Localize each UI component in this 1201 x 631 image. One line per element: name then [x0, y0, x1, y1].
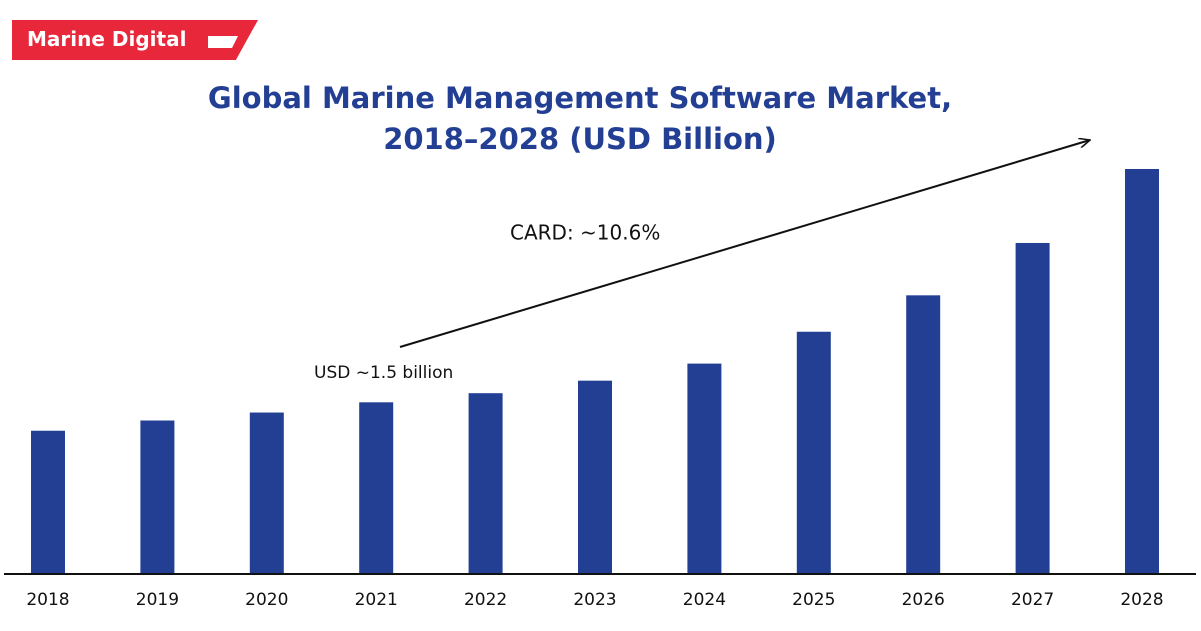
logo-mark [208, 36, 238, 48]
logo: Marine Digital [12, 20, 258, 60]
x-tick-label: 2023 [573, 590, 616, 610]
cagr-annotation: CARD: ~10.6% [510, 221, 660, 245]
bar [249, 412, 284, 573]
x-tick-label: 2021 [355, 590, 398, 610]
x-tick-label: 2020 [245, 590, 288, 610]
value-annotation: USD ~1.5 billion [314, 363, 453, 383]
bar [1125, 169, 1159, 573]
x-tick-label: 2025 [792, 590, 835, 610]
bar [31, 430, 65, 573]
bar [906, 295, 941, 573]
x-tick-label: 2018 [26, 590, 69, 610]
growth-arrow [399, 140, 1090, 348]
bar [359, 402, 394, 573]
bar [140, 420, 175, 573]
bar [796, 331, 831, 573]
x-tick-label: 2027 [1011, 590, 1054, 610]
logo-text: Marine Digital [27, 27, 187, 51]
bar [1015, 242, 1050, 573]
x-tick-label: 2028 [1120, 590, 1163, 610]
x-tick-label: 2019 [136, 590, 179, 610]
x-tick-label: 2024 [683, 590, 726, 610]
bar [468, 393, 503, 573]
chart-title: Global Marine Management Software Market… [207, 81, 953, 156]
bar [687, 363, 722, 573]
x-tick-label: 2026 [902, 590, 945, 610]
bar [578, 380, 612, 573]
x-tick-label: 2022 [464, 590, 507, 610]
